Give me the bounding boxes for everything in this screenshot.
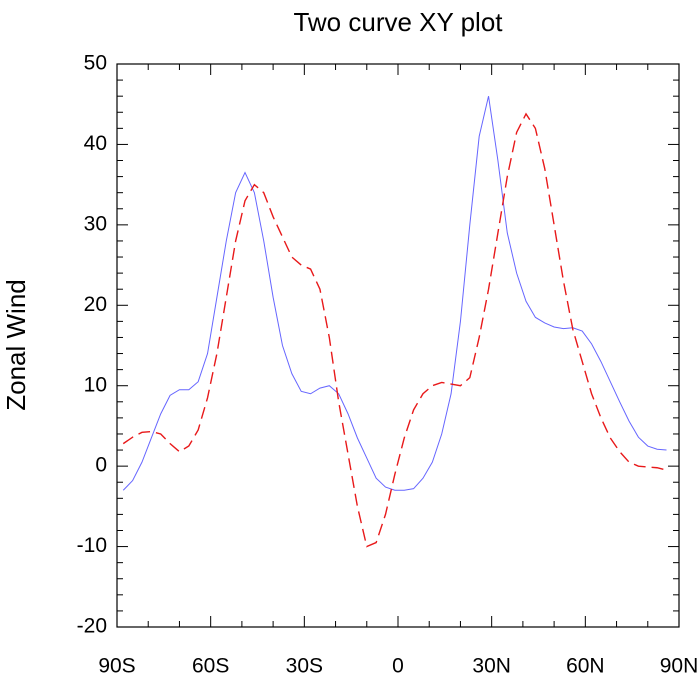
series-line	[122, 96, 667, 491]
y-tick-label: -20	[77, 615, 107, 638]
x-tick-label: 60N	[566, 655, 605, 678]
x-tick-label: 30N	[472, 655, 511, 678]
y-tick-label: 20	[84, 293, 107, 316]
x-tick-label: 90S	[98, 655, 135, 678]
series-line	[122, 112, 667, 548]
y-tick-label: 10	[84, 373, 107, 396]
chart-title: Two curve XY plot	[293, 7, 503, 37]
y-tick-label: 0	[95, 454, 107, 477]
x-tick-label: 0	[392, 655, 404, 678]
x-tick-label: 60S	[192, 655, 229, 678]
y-tick-label: 30	[84, 212, 107, 235]
y-axis-label: Zonal Wind	[1, 279, 31, 411]
x-tick-label: 90N	[660, 655, 699, 678]
y-tick-label: 50	[84, 52, 107, 75]
y-tick-label: 40	[84, 132, 107, 155]
y-tick-label: -10	[77, 534, 107, 557]
plot-frame	[116, 63, 680, 628]
x-tick-label: 30S	[286, 655, 323, 678]
